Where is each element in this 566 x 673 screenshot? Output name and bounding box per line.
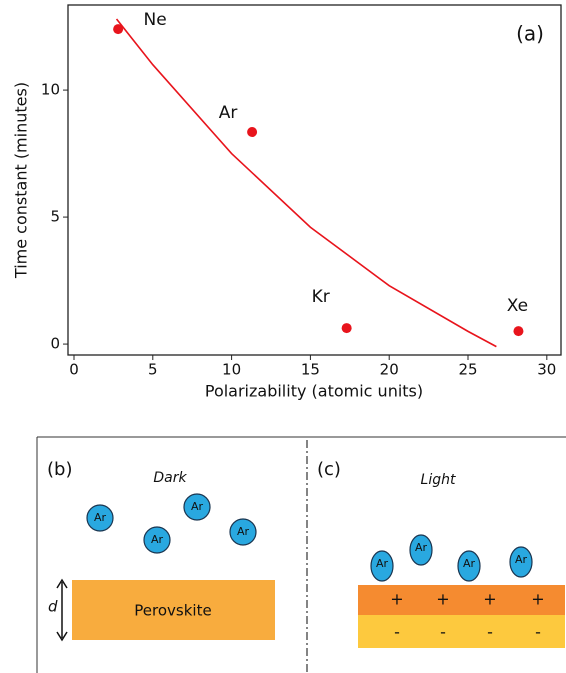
x-tick-label: 30 xyxy=(537,361,556,379)
y-tick-label: 0 xyxy=(50,335,60,353)
atom-label: Ar xyxy=(463,557,476,570)
atom: Ar xyxy=(457,550,481,582)
atom: Ar xyxy=(143,526,171,554)
point-label: Xe xyxy=(507,296,528,316)
fit-line xyxy=(115,18,497,348)
charge: + xyxy=(390,590,403,609)
dimension-label: d xyxy=(48,598,58,616)
x-tick-label: 20 xyxy=(380,361,399,379)
y-tick-label: 5 xyxy=(50,208,60,226)
charge: - xyxy=(487,623,493,642)
atom-label: Ar xyxy=(515,553,528,566)
x-tick-label: 10 xyxy=(222,361,241,379)
point xyxy=(341,323,352,334)
point-label: Kr xyxy=(312,287,330,307)
charge: + xyxy=(531,590,544,609)
charge-layer xyxy=(358,585,565,615)
panel-label: (c) xyxy=(317,459,341,480)
atom: Ar xyxy=(86,504,114,532)
panel-label: (a) xyxy=(516,22,544,46)
charge: - xyxy=(440,623,446,642)
atom-label: Ar xyxy=(191,500,204,513)
x-tick-label: 15 xyxy=(301,361,320,379)
atom-label: Ar xyxy=(237,525,250,538)
perovskite-layer xyxy=(72,580,275,640)
plot-frame xyxy=(67,4,562,356)
y-tick-label: 10 xyxy=(41,81,60,99)
arrow-heads xyxy=(56,578,68,642)
atom-label: Ar xyxy=(415,541,428,554)
atom-label: Ar xyxy=(94,511,107,524)
atom: Ar xyxy=(229,518,257,546)
charge: + xyxy=(436,590,449,609)
point xyxy=(113,24,124,35)
x-axis-label: Polarizability (atomic units) xyxy=(205,382,423,401)
x-tick-label: 25 xyxy=(458,361,477,379)
point-label: Ar xyxy=(219,103,238,123)
point xyxy=(247,126,258,137)
atom-label: Ar xyxy=(376,557,389,570)
point xyxy=(513,326,524,337)
charge: + xyxy=(483,590,496,609)
charges: + + + + - - - - xyxy=(390,590,544,642)
layer-label: Perovskite xyxy=(134,602,211,620)
x-tick-label: 5 xyxy=(148,361,158,379)
x-tick-label: 0 xyxy=(69,361,79,379)
panel-label: (b) xyxy=(47,459,72,480)
charge: - xyxy=(394,623,400,642)
condition: Dark xyxy=(153,470,187,486)
atom: Ar xyxy=(509,546,533,578)
y-axis-label: Time constant (minutes) xyxy=(12,82,31,279)
atom-label: Ar xyxy=(151,533,164,546)
condition: Light xyxy=(421,472,456,488)
charge: - xyxy=(535,623,541,642)
atom: Ar xyxy=(183,493,211,521)
atom: Ar xyxy=(409,534,433,566)
point-label: Ne xyxy=(144,10,167,30)
charge-layer xyxy=(358,615,565,648)
atom: Ar xyxy=(370,550,394,582)
